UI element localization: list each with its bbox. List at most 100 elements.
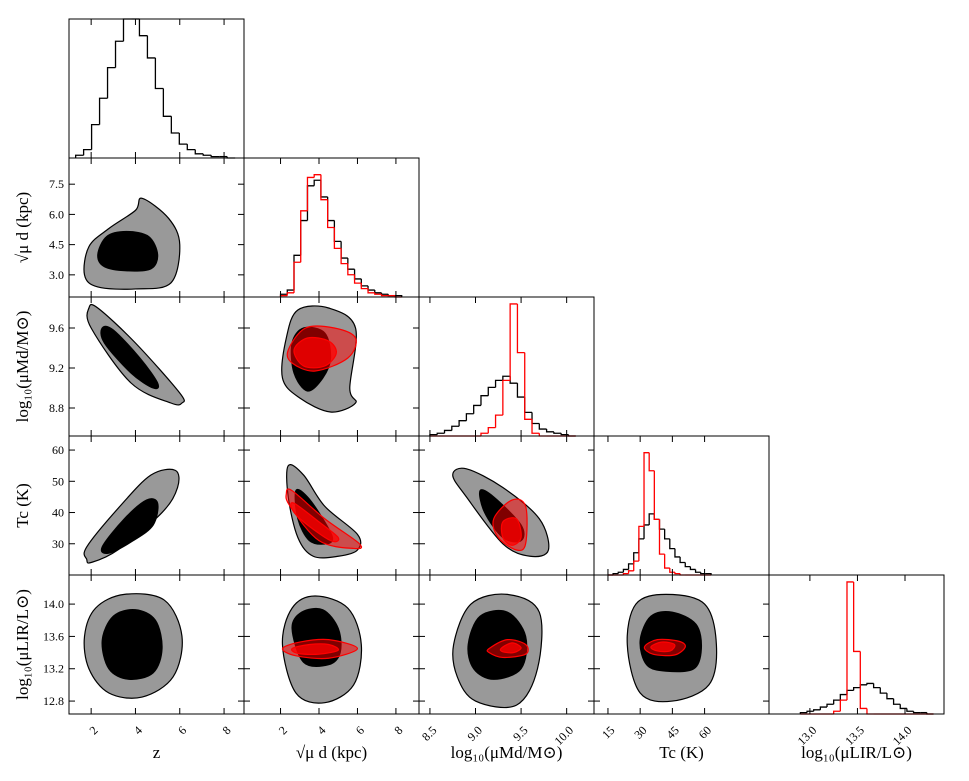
histogram-bin (374, 290, 382, 294)
x-tick-label: 6 (353, 723, 367, 737)
histogram-bin (82, 149, 92, 156)
y-tick-label: 14.0 (43, 597, 64, 611)
histogram-bin (627, 563, 634, 570)
histogram-bin (839, 693, 847, 701)
x-tick-label: 8 (219, 723, 233, 737)
y-tick-label: 3.0 (49, 268, 64, 282)
y-tick-label: 13.6 (43, 629, 64, 643)
x-tick-label: 6 (175, 723, 189, 737)
x-tick-label: 2 (276, 723, 290, 737)
histogram-bin (846, 581, 854, 701)
histogram-bin (367, 285, 375, 291)
histogram-bin (813, 709, 821, 712)
histogram-bin (286, 289, 294, 295)
histogram-bin (327, 199, 335, 229)
histogram-bin (286, 292, 294, 296)
histogram-bin (443, 429, 452, 434)
histogram-bin (819, 706, 828, 710)
histogram-bin (74, 154, 84, 158)
contour (97, 230, 159, 272)
histogram-bin (106, 67, 116, 99)
histogram-bin (846, 689, 854, 695)
histogram-bin (689, 566, 696, 571)
histogram-bin (906, 708, 914, 712)
contour (500, 517, 522, 546)
y-tick-label: 50 (52, 474, 64, 488)
x-axis-label: Tc (K) (659, 743, 704, 762)
histogram-bin (516, 383, 525, 398)
histogram-bin (627, 570, 634, 574)
histogram-bin (380, 292, 389, 295)
y-tick-label: 6.0 (49, 207, 64, 221)
histogram-bin (826, 703, 834, 708)
contour (293, 336, 337, 369)
histogram-bin (833, 699, 841, 705)
histogram-bin (658, 519, 665, 555)
histogram-bin (353, 274, 362, 284)
histogram-bin (494, 414, 503, 428)
histogram-bin (653, 513, 660, 521)
y-axis-label: log₁₀(μMd/M⊙) (13, 311, 32, 423)
histogram-bin (194, 149, 204, 155)
y-tick-label: 60 (52, 443, 64, 457)
histogram-bin (487, 386, 496, 396)
histogram-bin (202, 153, 212, 156)
histogram-bin (473, 404, 481, 414)
histogram-bin (360, 283, 369, 290)
histogram-bin (872, 683, 881, 689)
histogram-bin (487, 427, 496, 434)
histogram-bin (679, 556, 686, 564)
histogram-bin (531, 419, 540, 434)
histogram-bin (114, 40, 124, 68)
contour (499, 642, 522, 654)
histogram-bin (694, 569, 701, 573)
y-tick-label: 7.5 (49, 177, 64, 191)
histogram-bin (879, 687, 887, 694)
x-tick-label: 4 (314, 723, 328, 737)
histogram-bin (684, 562, 691, 568)
histogram-bin (451, 425, 460, 431)
x-tick-label: 9.0 (465, 723, 486, 744)
histogram-bin (436, 432, 445, 435)
histogram-bin (852, 686, 861, 691)
panel-frame (418, 296, 595, 437)
contour (290, 643, 340, 656)
y-tick-label: 4.5 (49, 238, 64, 252)
histogram-bin (374, 292, 382, 295)
histogram-bin (648, 452, 655, 472)
histogram-bin (669, 568, 675, 573)
histogram-bin (367, 288, 375, 294)
histogram-bin (122, 18, 132, 42)
histogram-bin (502, 379, 511, 416)
contour (100, 498, 159, 555)
histogram-bin (360, 278, 369, 287)
histogram-bin (306, 176, 315, 211)
y-axis-label: √μ d (kpc) (13, 192, 32, 263)
histogram-bin (643, 452, 650, 527)
histogram-bin (210, 155, 220, 158)
histogram-bin (538, 423, 547, 430)
contour (100, 325, 160, 390)
histogram-bin (648, 513, 655, 525)
histogram-bin (494, 379, 503, 388)
histogram-bin (638, 525, 645, 562)
y-tick-label: 40 (52, 506, 64, 520)
contour (650, 641, 676, 653)
histogram-bin (458, 420, 467, 427)
histogram-bin (146, 35, 156, 59)
contour (290, 502, 340, 543)
histogram-bin (663, 554, 670, 569)
histogram-bin (531, 412, 540, 425)
histogram-bin (347, 263, 355, 276)
histogram-bin (98, 97, 108, 125)
histogram-bin (178, 132, 188, 145)
histogram-bin (560, 433, 569, 436)
histogram-bin (516, 303, 525, 354)
histogram-bin (524, 397, 533, 414)
y-tick-label: 12.8 (43, 694, 64, 708)
histogram-bin (509, 303, 518, 381)
y-tick-label: 8.8 (49, 401, 64, 415)
histogram-bin (90, 123, 100, 150)
